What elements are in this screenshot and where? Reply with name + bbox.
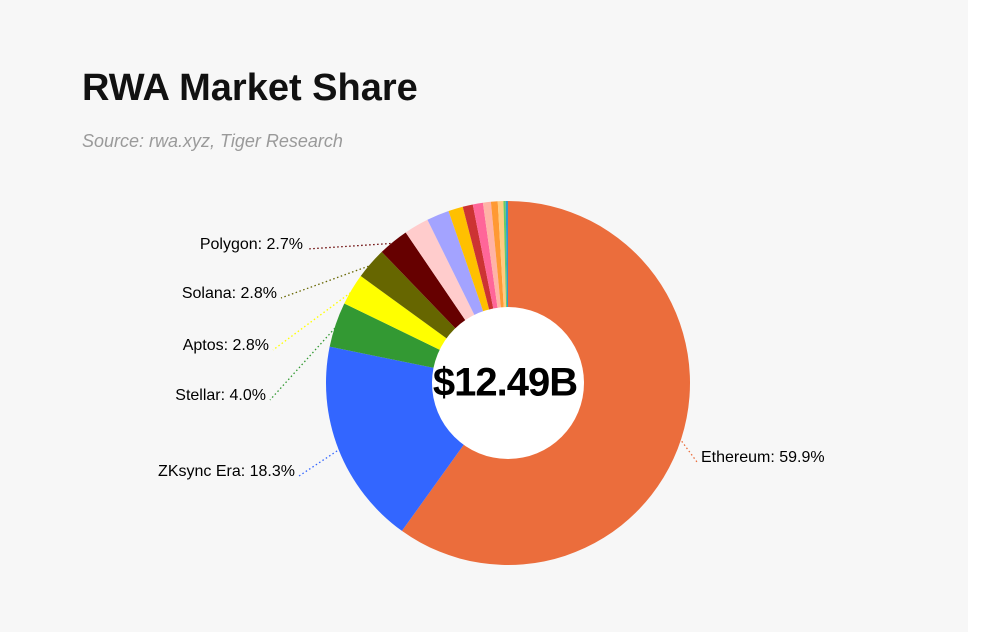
slice-label: Stellar: 4.0%: [175, 387, 266, 404]
slice-label: Ethereum: 59.9%: [701, 449, 825, 466]
donut-hole: [432, 307, 584, 459]
slice-label: ZKsync Era: 18.3%: [158, 463, 295, 480]
leader-line: [298, 448, 341, 477]
center-label: $12.49B: [433, 361, 577, 405]
chart-subtitle: Source: rwa.xyz, Tiger Research: [82, 131, 343, 151]
leader-line: [306, 242, 395, 250]
leader-line: [272, 289, 355, 351]
leader-line: [269, 324, 339, 401]
leader-line: [280, 264, 373, 299]
leader-line: [678, 437, 698, 463]
chart-title: RWA Market Share: [82, 67, 418, 109]
slice-label: Aptos: 2.8%: [183, 337, 269, 354]
slice-label: Polygon: 2.7%: [200, 236, 303, 253]
slice-label: Solana: 2.8%: [182, 285, 277, 302]
